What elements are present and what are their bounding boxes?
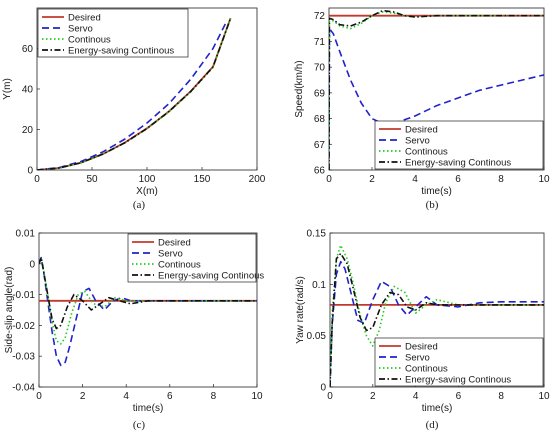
series-line-energy-saving-continous (329, 9, 544, 170)
legend-entry: Energy-saving Continous (405, 157, 511, 168)
y-tick-label: 0.01 (16, 229, 36, 240)
x-tick-label: 10 (538, 174, 550, 185)
y-tick-label: 60 (22, 44, 34, 55)
y-tick-label: 0.15 (307, 229, 327, 240)
legend-entry: Desired (405, 124, 438, 135)
series-line-servo (330, 260, 544, 387)
x-tick-label: 100 (139, 174, 156, 185)
plot-frame (38, 232, 258, 388)
y-tick-label: 66 (314, 166, 326, 177)
x-tick-label: 10 (251, 391, 263, 402)
y-tick-label: -0.03 (12, 352, 35, 363)
y-tick-label: 0.1 (312, 280, 326, 291)
x-tick-label: 6 (455, 174, 461, 185)
legend-entry: Servo (68, 23, 93, 34)
x-axis-label: time(s) (421, 186, 452, 197)
x-tick-label: 2 (370, 391, 376, 402)
legend-entry: Energy-saving Continous (405, 374, 511, 385)
series-line-energy-saving-continous (39, 256, 257, 330)
y-axis-label: Side-slip angle(rad) (4, 267, 15, 354)
series-line-continous (330, 244, 544, 387)
y-tick-label: 68 (314, 114, 326, 125)
panel-caption: (b) (426, 199, 439, 211)
legend-box (374, 120, 544, 170)
x-axis-label: time(s) (422, 403, 453, 414)
legend-entry: Continous (158, 259, 201, 270)
x-tick-label: 4 (413, 391, 419, 402)
x-axis-label: X(m) (136, 186, 158, 197)
chart-panel-1: 0 50 100 150 200 0 20 40 60 X(m) Y(m) DesiredServoC… (2, 7, 266, 211)
y-tick-label: 67 (314, 140, 326, 151)
chart-panel-4: 0 2 4 6 8 10 0 0.05 0.1 0.15 time(s) Yaw rate(rad/s… (295, 229, 550, 432)
chart-panel-2: 0 2 4 6 8 1066676869707172time(s)Speed(km/h)D… (294, 7, 550, 211)
plot-frame (329, 232, 545, 388)
legend-entry: Servo (405, 135, 430, 146)
y-tick-label: -0.01 (12, 290, 35, 301)
x-tick-label: 0 (326, 174, 332, 185)
y-tick-label: 0 (29, 259, 35, 270)
y-tick-label: 71 (314, 37, 326, 48)
y-tick-label: -0.04 (12, 383, 35, 394)
x-tick-label: 4 (412, 174, 418, 185)
x-tick-label: 50 (86, 174, 98, 185)
y-tick-label: -0.02 (12, 321, 35, 332)
x-tick-label: 2 (369, 174, 375, 185)
y-tick-label: 70 (314, 63, 326, 74)
legend-entry: Continous (405, 146, 448, 157)
x-tick-label: 6 (167, 391, 173, 402)
series-line-continous (39, 256, 257, 345)
y-axis-label: Speed(km/h) (294, 60, 305, 117)
x-tick-label: 8 (498, 391, 504, 402)
legend-entry: Desired (405, 341, 438, 352)
series-group (37, 17, 232, 170)
x-tick-label: 2 (80, 391, 86, 402)
legend-entry: Servo (158, 248, 183, 259)
x-tick-label: 0 (34, 174, 40, 185)
panel-caption: (c) (133, 419, 146, 431)
x-tick-label: 10 (538, 391, 550, 402)
x-tick-label: 150 (194, 174, 211, 185)
x-tick-label: 8 (498, 174, 504, 185)
legend-entry: Desired (158, 237, 191, 248)
x-tick-label: 6 (456, 391, 462, 402)
y-axis-label: Yaw rate(rad/s) (295, 276, 306, 344)
series-line-servo (39, 256, 257, 367)
legend-entry: Energy-saving Continous (158, 270, 264, 281)
y-tick-label: 72 (314, 11, 326, 22)
legend-box (374, 337, 544, 387)
y-tick-label: 0 (320, 383, 326, 394)
y-tick-label: 40 (22, 85, 34, 96)
panel-caption: (a) (133, 199, 146, 211)
legend-entry: Continous (405, 363, 448, 374)
series-group (330, 244, 544, 387)
legend-entry: Energy-saving Continous (68, 45, 174, 56)
panel-caption: (d) (426, 419, 439, 431)
y-tick-label: 69 (314, 88, 326, 99)
y-tick-label: 0 (27, 166, 33, 177)
y-tick-label: 0.05 (307, 331, 327, 342)
x-tick-label: 0 (36, 391, 42, 402)
x-tick-label: 8 (211, 391, 217, 402)
x-tick-label: 4 (123, 391, 129, 402)
y-tick-label: 20 (22, 125, 34, 136)
series-group (39, 256, 257, 367)
legend-entry: Continous (68, 34, 111, 45)
legend-entry: Desired (68, 12, 101, 23)
y-axis-label: Y(m) (2, 78, 13, 100)
x-tick-label: 0 (327, 391, 333, 402)
x-axis-label: time(s) (133, 403, 164, 414)
series-line-energy-saving-continous (37, 17, 232, 170)
x-tick-label: 200 (249, 174, 266, 185)
chart-panel-3: 0 2 4 6 8 10 -0.04 -0.03 -0.02 -0.01 0 0.01 time(s) S… (4, 229, 264, 432)
legend-entry: Servo (405, 352, 430, 363)
